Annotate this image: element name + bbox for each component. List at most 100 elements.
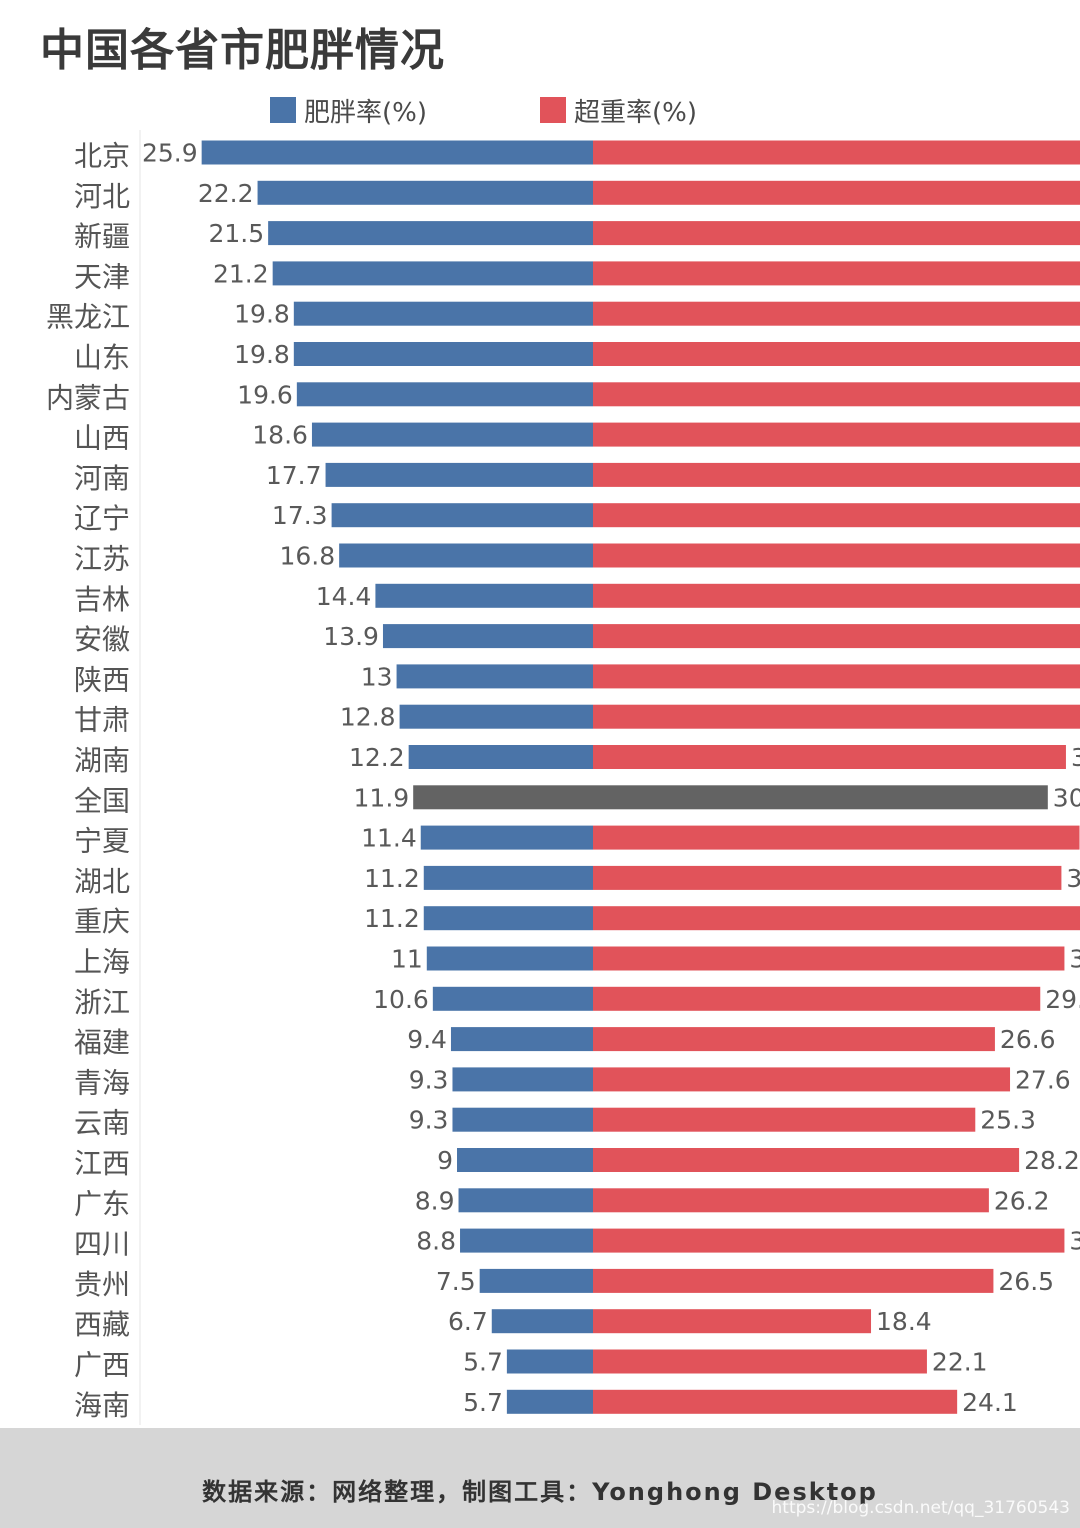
bar-obesity bbox=[296, 382, 593, 407]
category-label: 湖南 bbox=[74, 744, 130, 777]
data-label-obesity: 9.3 bbox=[409, 1065, 449, 1094]
data-label-obesity: 21.5 bbox=[208, 219, 264, 248]
bar-obesity bbox=[460, 1228, 593, 1253]
data-label-overweight: 26.2 bbox=[994, 1186, 1050, 1215]
legend-swatch-obesity bbox=[270, 97, 296, 123]
bar-obesity bbox=[413, 785, 593, 810]
bar-obesity bbox=[399, 704, 593, 729]
bar-obesity bbox=[325, 462, 593, 487]
category-label: 重庆 bbox=[74, 905, 130, 938]
bar-overweight bbox=[593, 261, 1080, 286]
bar-obesity bbox=[268, 221, 593, 246]
data-label-obesity: 19.8 bbox=[234, 300, 290, 329]
bar-obesity bbox=[426, 946, 593, 971]
bar-overweight bbox=[593, 986, 1041, 1011]
category-label: 吉林 bbox=[74, 583, 130, 616]
data-label-obesity: 13.9 bbox=[323, 622, 379, 651]
data-label-obesity: 12.8 bbox=[340, 703, 396, 732]
data-label-obesity: 11 bbox=[391, 945, 423, 974]
category-label: 江苏 bbox=[74, 543, 130, 576]
bar-obesity bbox=[420, 825, 593, 850]
data-label-obesity: 21.2 bbox=[213, 259, 269, 288]
data-label-obesity: 6.7 bbox=[448, 1307, 488, 1336]
bar-overweight bbox=[593, 946, 1065, 971]
bar-obesity bbox=[479, 1268, 593, 1293]
bar-overweight bbox=[593, 140, 1080, 165]
data-label-obesity: 11.9 bbox=[354, 783, 410, 812]
bar-overweight bbox=[593, 221, 1080, 246]
category-label: 上海 bbox=[74, 946, 130, 979]
bar-overweight bbox=[593, 664, 1080, 689]
data-label-obesity: 5.7 bbox=[463, 1388, 503, 1417]
data-source-note: 数据来源：网络整理，制图工具：Yonghong Desktop bbox=[202, 1478, 878, 1506]
legend-label-overweight: 超重率(%) bbox=[574, 97, 697, 128]
bar-overweight bbox=[593, 1268, 994, 1293]
category-label: 广西 bbox=[74, 1349, 130, 1382]
bar-overweight bbox=[593, 503, 1080, 528]
bar-overweight bbox=[593, 785, 1048, 810]
legend-item-overweight[interactable]: 超重率(%) bbox=[540, 92, 697, 128]
bar-obesity bbox=[452, 1107, 593, 1132]
data-label-obesity: 12.2 bbox=[349, 743, 405, 772]
bar-overweight bbox=[593, 382, 1080, 407]
bar-obesity bbox=[201, 140, 593, 165]
data-label-obesity: 17.7 bbox=[266, 461, 322, 490]
data-label-obesity: 13 bbox=[361, 662, 393, 691]
data-label-obesity: 18.6 bbox=[252, 421, 308, 450]
category-label: 福建 bbox=[74, 1026, 130, 1059]
bar-obesity bbox=[339, 543, 593, 568]
legend-item-obesity[interactable]: 肥胖率(%) bbox=[270, 92, 427, 128]
data-label-overweight: 25.3 bbox=[980, 1106, 1036, 1135]
category-label: 青海 bbox=[74, 1066, 130, 1099]
data-label-obesity: 9 bbox=[437, 1146, 453, 1175]
category-label: 天津 bbox=[74, 260, 130, 293]
bar-overweight bbox=[593, 825, 1080, 850]
data-label-overweight: 31.2 bbox=[1069, 1227, 1080, 1256]
bar-overweight bbox=[593, 745, 1066, 769]
category-label: 新疆 bbox=[74, 220, 130, 253]
bar-overweight bbox=[593, 1349, 927, 1374]
data-label-obesity: 19.6 bbox=[237, 380, 293, 409]
bar-obesity bbox=[506, 1389, 593, 1414]
bar-obesity bbox=[382, 624, 593, 649]
category-label: 广东 bbox=[74, 1187, 130, 1220]
bar-obesity bbox=[457, 1148, 593, 1172]
bar-obesity bbox=[375, 583, 593, 608]
bar-overweight bbox=[593, 1067, 1011, 1092]
category-label: 河北 bbox=[74, 180, 130, 213]
category-label: 内蒙古 bbox=[46, 381, 130, 414]
data-label-overweight: 27.6 bbox=[1015, 1065, 1071, 1094]
legend-swatch-overweight bbox=[540, 97, 566, 123]
bar-obesity bbox=[432, 986, 593, 1011]
bar-overweight bbox=[593, 906, 1080, 931]
category-label: 辽宁 bbox=[74, 502, 130, 535]
bar-overweight bbox=[593, 1309, 872, 1334]
category-label: 山东 bbox=[74, 341, 130, 374]
data-label-obesity: 17.3 bbox=[272, 501, 328, 530]
data-label-obesity: 7.5 bbox=[436, 1267, 476, 1296]
bar-obesity bbox=[272, 261, 593, 286]
data-label-obesity: 11.4 bbox=[361, 824, 417, 853]
category-label: 四川 bbox=[74, 1228, 130, 1261]
data-label-obesity: 22.2 bbox=[198, 179, 254, 208]
bar-obesity bbox=[293, 342, 593, 366]
data-label-overweight: 31.3 bbox=[1071, 743, 1080, 772]
data-label-overweight: 31.2 bbox=[1069, 945, 1080, 974]
bar-overweight bbox=[593, 1228, 1065, 1253]
category-label: 黑龙江 bbox=[46, 301, 130, 334]
category-label: 江西 bbox=[74, 1147, 130, 1180]
category-label: 西藏 bbox=[74, 1308, 130, 1341]
category-label: 宁夏 bbox=[74, 825, 130, 858]
data-label-obesity: 8.9 bbox=[415, 1186, 455, 1215]
bar-overweight bbox=[593, 1148, 1020, 1172]
data-label-overweight: 30.1 bbox=[1053, 783, 1080, 812]
category-label: 全国 bbox=[74, 784, 130, 817]
category-label: 云南 bbox=[74, 1107, 130, 1140]
bar-obesity bbox=[491, 1309, 593, 1334]
watermark-url: https://blog.csdn.net/qq_31760543 bbox=[771, 1498, 1070, 1518]
bar-overweight bbox=[593, 543, 1080, 568]
bar-obesity bbox=[311, 422, 593, 447]
bar-obesity bbox=[293, 301, 593, 326]
data-label-overweight: 24.1 bbox=[962, 1388, 1018, 1417]
legend-label-obesity: 肥胖率(%) bbox=[304, 97, 427, 128]
